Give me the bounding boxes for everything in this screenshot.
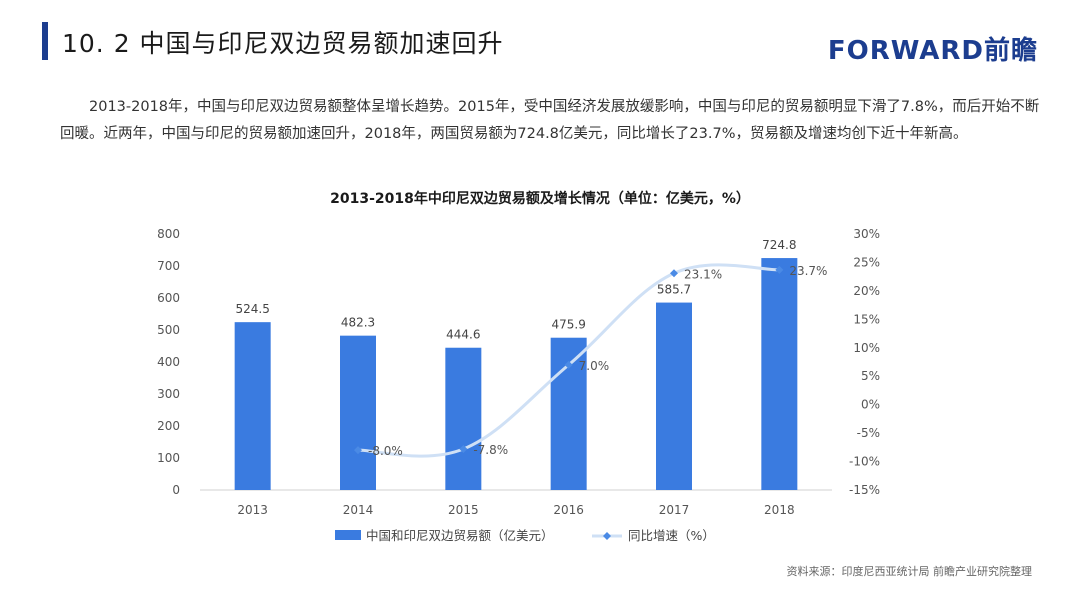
- x-axis-tick-label: 2016: [553, 503, 584, 517]
- x-axis-tick-label: 2014: [343, 503, 374, 517]
- right-axis-tick-label: 20%: [853, 284, 880, 298]
- right-axis-tick-label: -15%: [849, 483, 880, 497]
- left-axis-tick-label: 400: [157, 355, 180, 369]
- legend-line-label: 同比增速（%）: [628, 528, 715, 543]
- bar: [340, 335, 376, 490]
- legend-bar-swatch: [335, 530, 361, 540]
- source-note: 资料来源：印度尼西亚统计局 前瞻产业研究院整理: [786, 565, 1033, 578]
- bar-value-label: 524.5: [235, 302, 269, 316]
- left-axis-tick-label: 600: [157, 291, 180, 305]
- growth-value-label: -7.8%: [473, 443, 508, 457]
- growth-value-label: -8.0%: [368, 444, 403, 458]
- bar: [445, 347, 482, 490]
- growth-marker: [775, 265, 784, 274]
- growth-marker: [670, 269, 678, 278]
- growth-value-label: 23.7%: [789, 264, 827, 278]
- bar-value-label: 724.8: [762, 238, 796, 252]
- bar: [656, 302, 692, 490]
- x-axis-tick-label: 2015: [448, 503, 479, 517]
- legend-bar-label: 中国和印尼双边贸易额（亿美元）: [366, 528, 554, 543]
- growth-marker: [354, 446, 362, 455]
- summary-paragraph: 2013-2018年，中国与印尼双边贸易额整体呈增长趋势。2015年，受中国经济…: [60, 94, 1040, 148]
- right-axis-tick-label: 5%: [861, 369, 880, 383]
- right-axis-tick-label: 10%: [853, 341, 880, 355]
- bar: [761, 258, 798, 490]
- page-title: 10. 2 中国与印尼双边贸易额加速回升: [62, 29, 504, 58]
- x-axis-tick-label: 2018: [764, 503, 795, 517]
- right-axis-tick-label: 15%: [853, 312, 880, 326]
- right-axis-tick-label: -10%: [849, 455, 880, 469]
- left-axis-tick-label: 100: [157, 451, 180, 465]
- left-axis-tick-label: 0: [172, 483, 180, 497]
- growth-marker: [564, 360, 573, 369]
- x-axis-tick-label: 2013: [237, 503, 268, 517]
- right-axis-tick-label: -5%: [857, 426, 880, 440]
- legend-line-marker: [603, 532, 611, 540]
- left-axis-tick-label: 800: [157, 227, 180, 241]
- bar-value-label: 482.3: [341, 316, 375, 330]
- growth-value-label: 23.1%: [684, 267, 722, 281]
- right-axis-tick-label: 30%: [853, 227, 880, 241]
- title-accent-bar: [42, 22, 48, 60]
- left-axis-tick-label: 700: [157, 259, 180, 273]
- brand-logo: FORWARD前瞻: [827, 36, 1038, 66]
- growth-value-label: 7.0%: [579, 359, 610, 373]
- bar-value-label: 585.7: [657, 283, 691, 297]
- x-axis-tick-label: 2017: [659, 503, 690, 517]
- right-axis-tick-label: 25%: [853, 255, 880, 269]
- chart-title: 2013-2018年中印尼双边贸易额及增长情况（单位：亿美元，%）: [330, 190, 750, 207]
- summary-text: 2013-2018年，中国与印尼双边贸易额整体呈增长趋势。2015年，受中国经济…: [60, 99, 1040, 142]
- bar-value-label: 475.9: [551, 318, 585, 332]
- growth-marker: [459, 445, 468, 454]
- bar: [234, 322, 271, 490]
- right-axis-tick-label: 0%: [861, 398, 880, 412]
- left-axis-tick-label: 200: [157, 419, 180, 433]
- bar-value-label: 444.6: [446, 328, 480, 342]
- left-axis-tick-label: 300: [157, 387, 180, 401]
- left-axis-tick-label: 500: [157, 323, 180, 337]
